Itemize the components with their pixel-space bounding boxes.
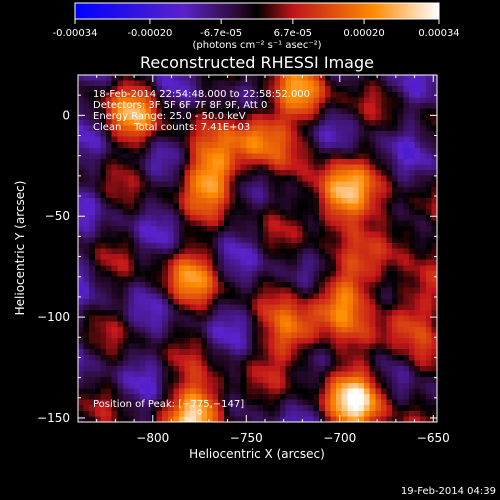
y-axis-label: Heliocentric Y (arcsec) [13,181,27,316]
colorbar-tick-label: -0.00020 [127,28,172,39]
y-tick-label: −50 [45,209,70,223]
chart-title: Reconstructed RHESSI Image [140,53,374,72]
x-tick-label: −800 [136,431,169,445]
info-line-detectors: Detectors: 3F 5F 6F 7F 8F 9F, Att 0 [93,100,267,111]
x-tick-label: −700 [323,431,356,445]
colorbar-tick-label: 0.00020 [343,28,384,39]
colorbar [74,2,440,20]
y-axis-ticks: 0 −50 −100 −150 [37,74,437,425]
x-tick-label: −650 [417,431,450,445]
info-line-energy: Energy Range: 25.0 - 50.0 keV [93,111,246,122]
colorbar-tick-label: 6.7e-05 [274,28,312,39]
colorbar-ticks: -0.00034 -0.00020 -6.7e-05 6.7e-05 0.00020 0.… [53,19,460,39]
colorbar-tick-label: -0.00034 [53,28,98,39]
colorbar-tick-label: -6.7e-05 [200,28,242,39]
peak-marker [197,409,202,415]
colorbar-unit-label: (photons cm⁻² s⁻¹ asec⁻²) [192,40,321,51]
heatmap-image [78,75,437,422]
y-tick-label: 0 [62,108,70,122]
info-line-clean: Clean Total counts: 7.41E+03 [93,122,250,133]
timestamp: 19-Feb-2014 04:39 [401,486,496,497]
x-axis-ticks: −800 −750 −700 −650 [77,75,450,445]
y-tick-label: −100 [37,310,70,324]
info-line-time: 18-Feb-2014 22:54:48.000 to 22:58:52.000 [93,89,310,100]
plot-frame [77,74,438,423]
colorbar-tick-label: 0.00034 [418,28,459,39]
peak-position-label: Position of Peak: [−775,−147] [93,399,244,410]
y-tick-label: −150 [37,411,70,425]
x-tick-label: −750 [230,431,263,445]
x-axis-label: Heliocentric X (arcsec) [189,447,325,461]
